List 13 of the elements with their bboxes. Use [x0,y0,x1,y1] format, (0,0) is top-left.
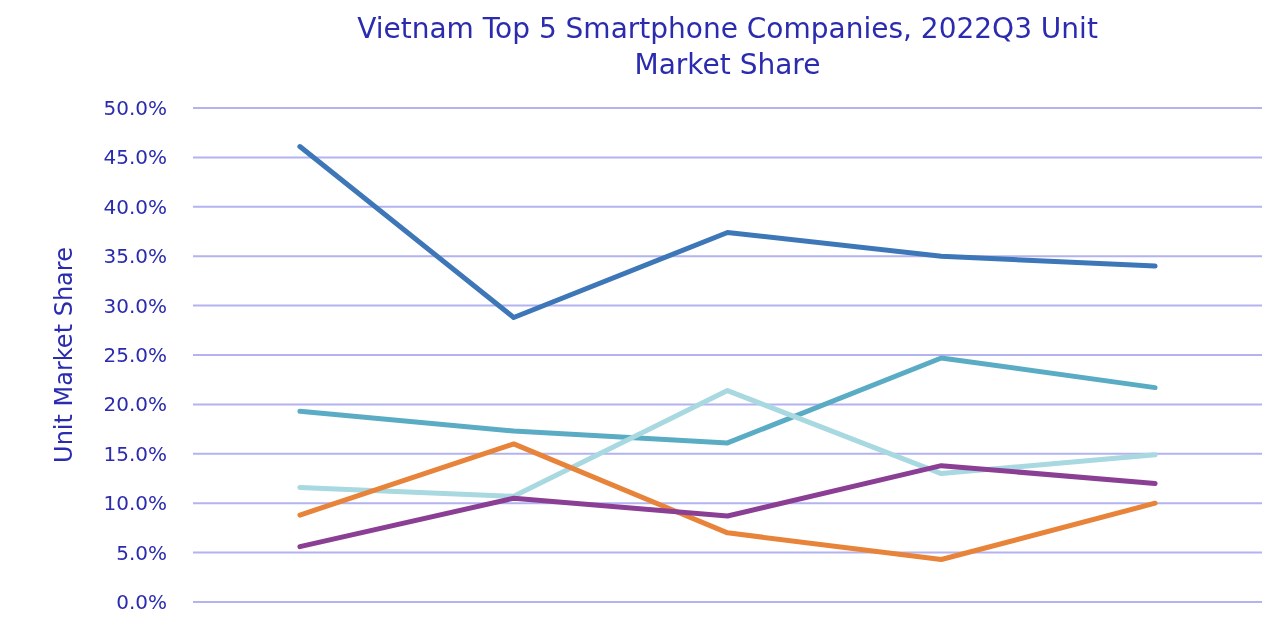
y-tick-label: 45.0% [103,145,167,170]
y-tick-label: 15.0% [103,441,167,466]
chart-title: Vietnam Top 5 Smartphone Companies, 2022Q3 Unit Market Share [357,12,1098,81]
y-tick-label: 50.0% [103,96,167,120]
y-tick-label: 40.0% [103,194,167,219]
y-tick-label: 25.0% [103,343,167,367]
y-tick-label: 5.0% [116,540,167,565]
y-tick-label: 30.0% [103,293,167,318]
y-tick-label: 0.0% [116,590,167,614]
y-axis-title: Unit Market Share [50,247,78,463]
y-tick-label: 35.0% [103,244,167,269]
y-tick-label: 20.0% [103,392,167,417]
y-tick-label: 10.0% [103,491,167,516]
